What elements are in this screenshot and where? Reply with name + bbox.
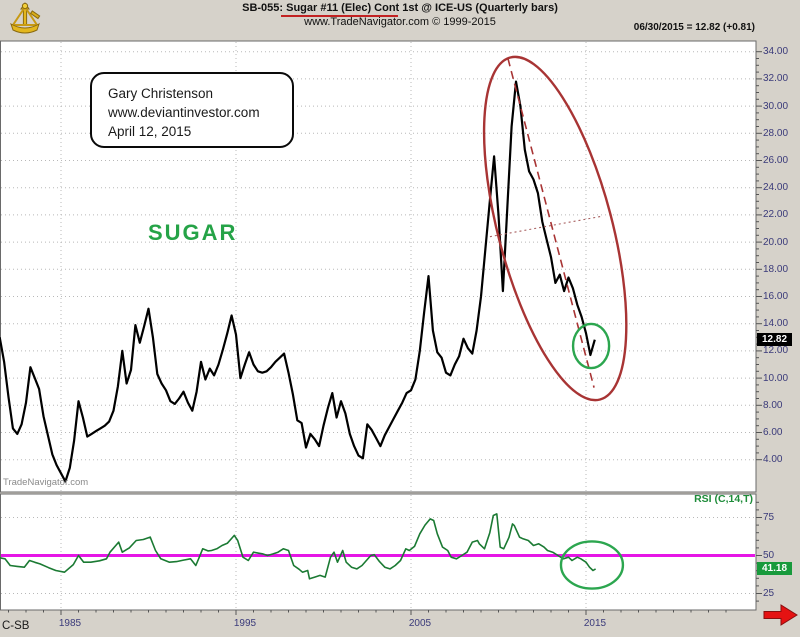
green-circle-price-annotation[interactable]	[571, 322, 611, 370]
chart-subtitle: www.TradeNavigator.com © 1999-2015	[304, 16, 496, 28]
rsi-indicator-label: RSI (C,14,T)	[694, 493, 753, 505]
last-price-marker: 12.82	[757, 333, 792, 346]
scroll-right-arrow-icon[interactable]	[763, 603, 798, 627]
green-circle-rsi-annotation[interactable]	[559, 540, 625, 590]
title-underline	[281, 15, 398, 17]
rsi-panel[interactable]	[0, 493, 757, 611]
annotation-text-box[interactable]: Gary Christenson www.deviantinvestor.com…	[90, 72, 294, 148]
last-rsi-marker: 41.18	[757, 562, 792, 575]
last-quote-readout: 06/30/2015 = 12.82 (+0.81)	[633, 22, 755, 33]
annotation-line-author: Gary Christenson	[108, 86, 214, 101]
watermark: TradeNavigator.com	[3, 477, 89, 488]
symbol-label: C-SB	[2, 620, 30, 632]
price-series-line	[0, 80, 596, 483]
annotation-line-date: April 12, 2015	[108, 124, 192, 139]
dashed-trendline-annotation[interactable]	[507, 58, 595, 388]
tradenavigator-logo-icon	[10, 2, 41, 34]
rsi-series-line	[0, 513, 597, 580]
annotation-line-site: www.deviantinvestor.com	[108, 105, 260, 120]
red-ellipse-annotation[interactable]	[455, 43, 655, 414]
dotted-measure-line-annotation[interactable]	[489, 215, 603, 238]
chart-title: SB-055: Sugar #11 (Elec) Cont 1st @ ICE-…	[242, 2, 558, 14]
instrument-label: SUGAR	[148, 220, 238, 245]
